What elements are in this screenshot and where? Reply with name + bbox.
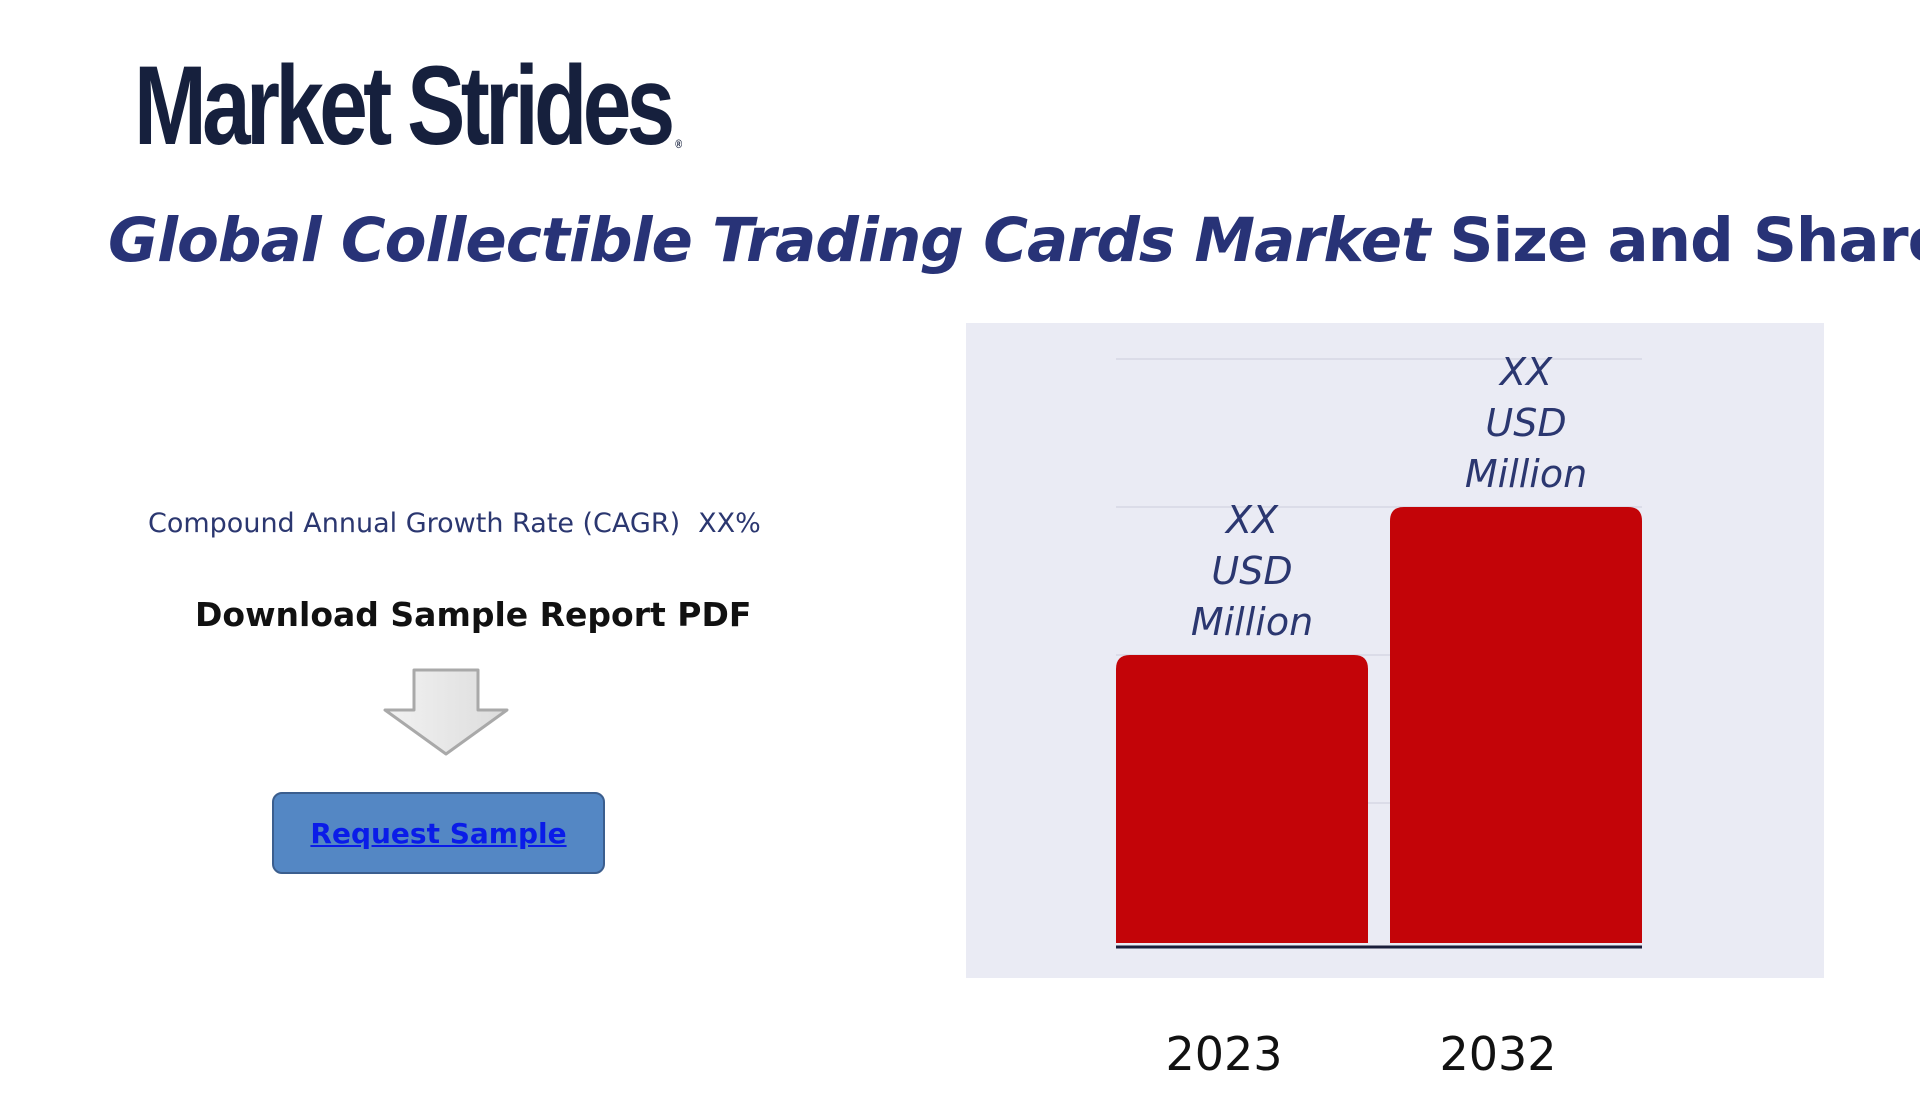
title-italic: Global Collectible Trading Cards Market [108,205,1430,276]
data-label-2032-1: USD [1485,401,1566,445]
data-label-2023-2: Million [1191,600,1313,644]
download-heading: Download Sample Report PDF [195,595,752,634]
chart-panel: XX USD Million XX USD Million [966,323,1824,978]
x-axis-labels: 2023 2032 [1165,1027,1556,1081]
down-arrow-icon [383,668,509,756]
data-label-2032-2: Million [1465,452,1587,496]
cagr-line: Compound Annual Growth Rate (CAGR) XX% [148,508,761,539]
market-size-chart: XX USD Million XX USD Million [1116,350,1642,949]
registered-mark: ® [675,137,683,151]
brand-name: Market Strides [134,43,675,168]
data-label-2023-0: XX [1224,498,1279,542]
request-sample-link[interactable]: Request Sample [310,816,567,850]
request-sample-button[interactable]: Request Sample [272,792,605,874]
page-title: Global Collectible Trading Cards Market … [108,205,1920,276]
cagr-value: XX% [698,508,761,539]
data-label-2023-1: USD [1211,549,1292,593]
title-rest: Size and Share [1449,205,1920,276]
data-label-2032-0: XX [1498,350,1553,394]
cagr-label: Compound Annual Growth Rate (CAGR) [148,508,681,539]
x-tick-2023: 2023 [1165,1027,1282,1081]
bar-2023 [1116,655,1368,943]
bar-2032 [1390,507,1642,943]
brand-logo: Market Strides ® [134,50,682,162]
x-tick-2032: 2032 [1439,1027,1556,1081]
